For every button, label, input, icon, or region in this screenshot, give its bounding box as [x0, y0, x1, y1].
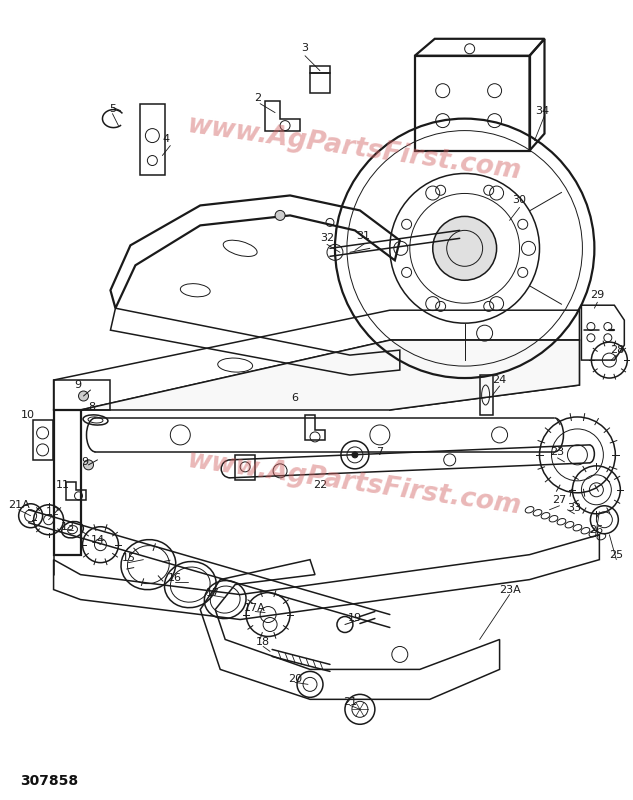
Text: 9: 9: [81, 457, 88, 467]
Circle shape: [78, 391, 89, 401]
Text: 21A: 21A: [8, 500, 30, 510]
Text: 34: 34: [536, 106, 549, 116]
Text: 18: 18: [256, 638, 270, 647]
Text: 11: 11: [56, 480, 70, 490]
Text: 8: 8: [88, 402, 95, 412]
Text: 24: 24: [492, 375, 507, 385]
Text: 23A: 23A: [499, 585, 520, 594]
Circle shape: [84, 460, 94, 470]
Text: 32: 32: [320, 234, 334, 243]
Text: 22: 22: [313, 480, 327, 490]
Circle shape: [275, 210, 285, 220]
Text: 5: 5: [109, 104, 116, 114]
Text: 19: 19: [348, 613, 362, 622]
Text: 3: 3: [301, 42, 308, 53]
Text: 13: 13: [61, 522, 75, 532]
Text: www.AgPartsFirst.com: www.AgPartsFirst.com: [185, 112, 523, 185]
Text: 31: 31: [356, 231, 370, 242]
Circle shape: [352, 452, 358, 458]
Text: 7: 7: [376, 447, 384, 457]
Circle shape: [433, 217, 497, 280]
Text: 23: 23: [551, 447, 565, 457]
Text: 16: 16: [168, 573, 182, 582]
Text: 26: 26: [589, 525, 603, 534]
Text: 14: 14: [91, 534, 104, 545]
Text: 28: 28: [610, 345, 625, 355]
Text: 27: 27: [553, 494, 567, 505]
Polygon shape: [54, 340, 579, 410]
Text: 30: 30: [513, 195, 527, 206]
Text: 12: 12: [46, 506, 60, 517]
Text: www.AgPartsFirst.com: www.AgPartsFirst.com: [185, 447, 523, 520]
Text: 10: 10: [21, 410, 35, 420]
Text: 9: 9: [74, 380, 81, 390]
Text: 2: 2: [254, 93, 261, 102]
Text: 4: 4: [163, 134, 170, 143]
Text: 307858: 307858: [20, 774, 78, 788]
Text: 21: 21: [343, 698, 357, 707]
Text: 6: 6: [292, 393, 299, 403]
Text: 17A: 17A: [244, 602, 266, 613]
Text: 17: 17: [206, 587, 220, 598]
Text: 15: 15: [122, 553, 135, 562]
Text: 20: 20: [288, 674, 302, 684]
Text: 33: 33: [567, 502, 582, 513]
Text: 25: 25: [610, 550, 624, 560]
Text: 29: 29: [590, 290, 605, 300]
